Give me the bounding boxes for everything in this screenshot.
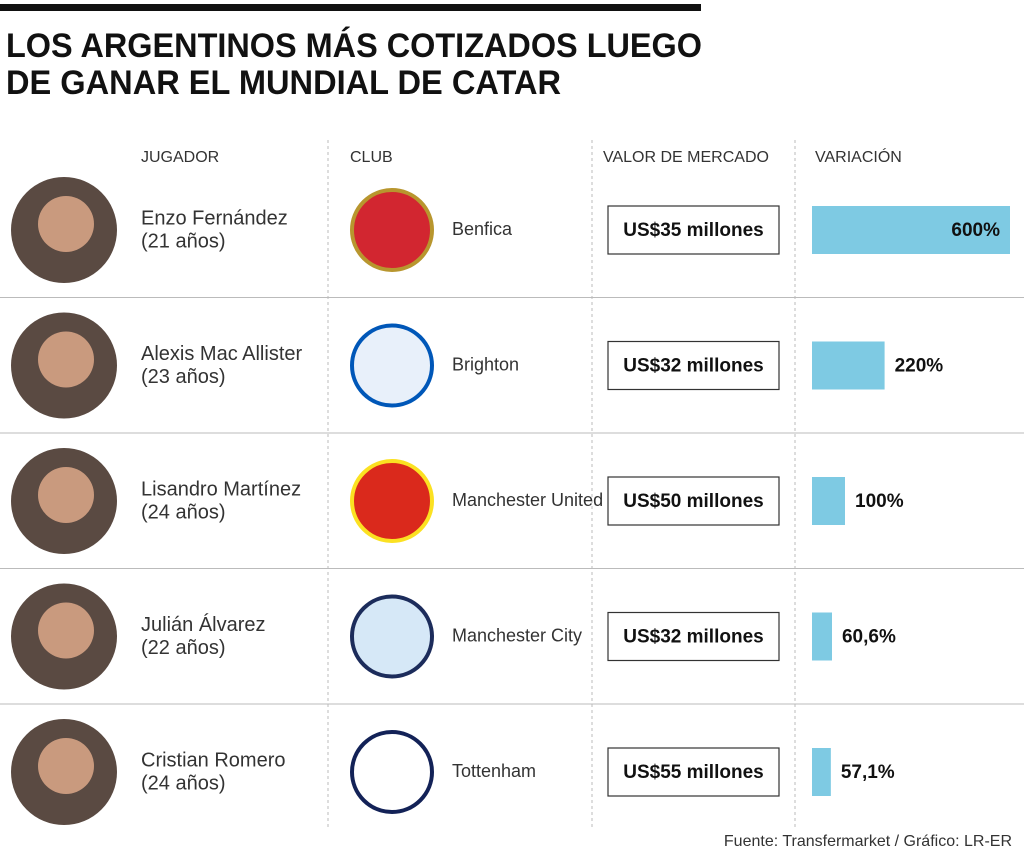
club-logo	[350, 730, 434, 814]
variation-bar	[812, 477, 845, 525]
variation-bar	[812, 341, 885, 390]
club-name: Benfica	[452, 219, 513, 239]
player-name: Cristian Romero	[141, 749, 285, 771]
club-name: Tottenham	[452, 761, 536, 781]
player-face	[38, 738, 94, 794]
top-rule	[0, 4, 701, 11]
club-name: Manchester United	[452, 490, 603, 510]
player-name: Alexis Mac Allister	[141, 343, 302, 365]
market-value: US$35 millones	[623, 220, 763, 241]
player-age: (22 años)	[141, 637, 226, 659]
player-age: (24 años)	[141, 501, 226, 523]
value-box	[607, 747, 780, 797]
player-name: Julián Álvarez	[141, 613, 266, 636]
player-face	[38, 467, 94, 523]
player-name: Lisandro Martínez	[141, 478, 301, 500]
variation-label: 57,1%	[841, 762, 895, 783]
player-name: Enzo Fernández	[141, 207, 288, 229]
column-header: VARIACIÓN	[815, 147, 902, 166]
club-logo	[350, 188, 434, 272]
club-name: Manchester City	[452, 625, 582, 645]
club-logo	[350, 323, 434, 408]
variation-bar	[812, 748, 831, 796]
club-logo	[350, 594, 434, 679]
variation-label: 220%	[895, 356, 944, 377]
market-value: US$55 millones	[623, 762, 763, 783]
market-value: US$32 millones	[623, 627, 763, 648]
variation-label: 600%	[951, 220, 1000, 241]
column-dividers	[327, 140, 796, 830]
variation-label: 100%	[855, 491, 904, 512]
variation-bar	[812, 206, 1010, 254]
variation-bar	[812, 612, 832, 661]
club-name: Brighton	[452, 354, 519, 374]
column-header: JUGADOR	[141, 149, 219, 166]
player-age: (24 años)	[141, 772, 226, 794]
player-face	[38, 196, 94, 252]
value-box	[607, 476, 780, 526]
player-face	[38, 331, 94, 388]
column-header: VALOR DE MERCADO	[603, 149, 769, 166]
player-age: (23 años)	[141, 366, 226, 388]
source: Fuente: Transfermarket / Gráfico: LR-ER	[724, 833, 1012, 850]
player-face	[38, 602, 94, 659]
club-logo	[350, 459, 434, 543]
player-age: (21 años)	[141, 230, 226, 252]
value-box	[607, 611, 780, 662]
title-line: LOS ARGENTINOS MÁS COTIZADOS LUEGO	[6, 27, 702, 65]
column-header: CLUB	[350, 149, 393, 166]
market-value: US$32 millones	[623, 356, 763, 377]
title-line: DE GANAR EL MUNDIAL DE CATAR	[6, 64, 561, 102]
value-box	[607, 205, 780, 255]
variation-label: 60,6%	[842, 627, 896, 648]
market-value: US$50 millones	[623, 491, 763, 512]
value-box	[607, 340, 780, 391]
